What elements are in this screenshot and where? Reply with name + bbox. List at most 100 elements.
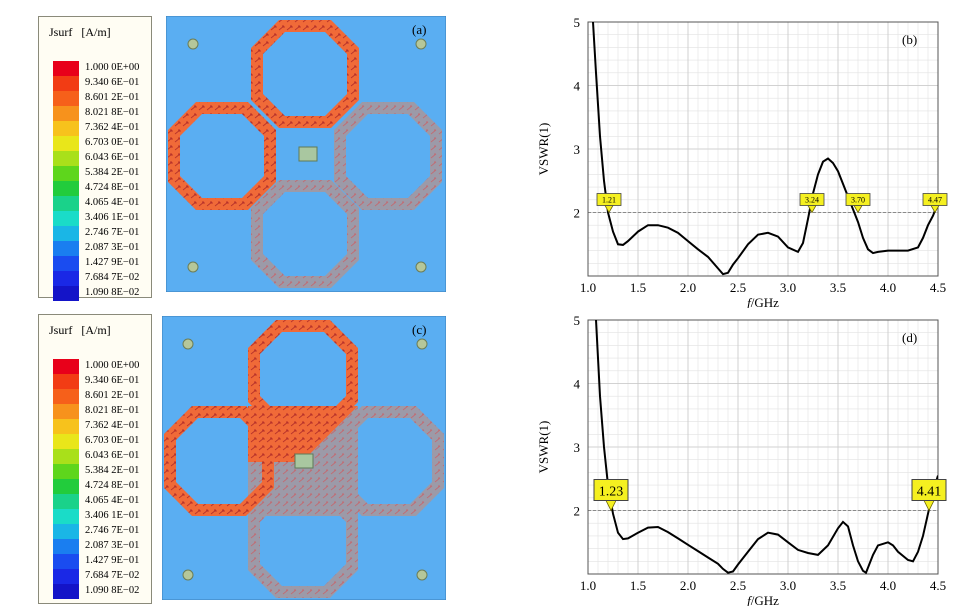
legend-swatch [53, 449, 79, 464]
y-axis-label: VSWR(1) [536, 123, 551, 176]
legend-value-label: 7.362 4E−01 [85, 122, 140, 133]
legend-swatch [53, 419, 79, 434]
legend-value-label: 7.362 4E−01 [85, 420, 140, 431]
legend-swatch [53, 211, 79, 226]
vswr-series-line [592, 22, 936, 276]
y-tick-label: 3 [574, 440, 581, 455]
marker-box [799, 193, 825, 206]
marker-label: 3.70 [851, 196, 865, 205]
x-tick-label: 3.0 [780, 578, 796, 593]
mounting-hole [187, 261, 199, 273]
x-axis-label-unit: /GHz [751, 295, 779, 308]
legend-swatch [53, 359, 79, 374]
legend-value-label: 1.427 9E−01 [85, 555, 140, 566]
legend-value-label: 2.746 7E−01 [85, 227, 140, 238]
x-tick-label: 3.5 [830, 578, 846, 593]
x-tick-label: 1.5 [630, 280, 646, 295]
x-tick-label: 2.5 [730, 578, 746, 593]
x-tick-label: 2.5 [730, 280, 746, 295]
y-tick-label: 5 [574, 15, 581, 30]
x-axis-label-unit: /GHz [751, 593, 779, 606]
x-axis-label: f/GHz [747, 295, 779, 308]
x-tick-label: 1.0 [580, 280, 596, 295]
legend-value-label: 1.090 8E−02 [85, 287, 140, 298]
legend-value-label: 3.406 1E−01 [85, 510, 140, 521]
legend-value-label: 9.340 6E−01 [85, 375, 140, 386]
legend-swatch [53, 121, 79, 136]
legend-swatch [53, 136, 79, 151]
marker-box [922, 193, 948, 206]
legend-swatch [53, 524, 79, 539]
panel-label: (d) [902, 330, 917, 345]
marker-box [911, 479, 947, 501]
legend-swatch [53, 404, 79, 419]
legend-value-label: 4.724 8E−01 [85, 480, 140, 491]
legend-swatch [53, 286, 79, 301]
legend-swatch [53, 226, 79, 241]
panel-label-a: (a) [412, 22, 426, 37]
legend-value-label: 3.406 1E−01 [85, 212, 140, 223]
mounting-hole [416, 569, 428, 581]
legend-swatch [53, 181, 79, 196]
marker-box [845, 193, 871, 206]
x-axis-label-symbol: f [747, 295, 753, 308]
y-tick-label: 3 [574, 142, 581, 157]
x-tick-label: 4.5 [930, 578, 946, 593]
marker-box [596, 193, 622, 206]
x-axis-label-symbol: f [747, 593, 753, 606]
legend-value-label: 2.087 3E−01 [85, 242, 140, 253]
axes-frame [587, 21, 939, 277]
x-tick-label: 2.0 [680, 280, 696, 295]
legend-swatch [53, 271, 79, 286]
feed-port [294, 453, 314, 469]
x-tick-label: 1.0 [580, 578, 596, 593]
legend-value-label: 7.684 7E−02 [85, 570, 140, 581]
vswr-chart-d: 1.0 1.5 2.0 2.5 3.0 3.5 4.0 4.5 2 3 4 5 VSWR(1) f/GHz… [536, 313, 947, 606]
legend-value-label: 4.065 4E−01 [85, 495, 140, 506]
legend-title: Jsurf [A/m] [49, 323, 111, 337]
legend-swatch [53, 196, 79, 211]
mounting-hole [416, 338, 428, 350]
legend-value-label: 9.340 6E−01 [85, 77, 140, 88]
color-scale-bar [53, 61, 79, 301]
current-legend-bottom: Jsurf [A/m] 1.000 0E+00 9.340 6E−01 8.601 … [38, 314, 152, 604]
legend-swatch [53, 584, 79, 599]
legend-value-label: 1.000 0E+00 [85, 360, 140, 371]
legend-swatch [53, 91, 79, 106]
legend-value-label: 6.703 0E−01 [85, 137, 140, 148]
legend-swatch [53, 509, 79, 524]
legend-swatch [53, 539, 79, 554]
marker-label: 4.41 [917, 485, 942, 500]
feed-port [298, 146, 318, 162]
legend-swatch [53, 554, 79, 569]
marker-box [593, 479, 629, 501]
x-axis-label: f/GHz [747, 593, 779, 606]
legend-swatch [53, 479, 79, 494]
current-legend-top: Jsurf [A/m] 1.000 0E+00 9.340 6E−01 8.601 … [38, 16, 152, 301]
legend-value-label: 5.384 2E−01 [85, 465, 140, 476]
x-tick-label: 4.0 [880, 578, 896, 593]
y-tick-label: 5 [574, 313, 581, 328]
marker-label: 3.24 [805, 196, 819, 205]
vswr-chart-b: 1.0 1.5 2.0 2.5 3.0 3.5 4.0 4.5 2 3 4 5 VSWR(1) f/GHz… [536, 15, 948, 308]
x-tick-label: 3.0 [780, 280, 796, 295]
panel-label: (b) [902, 32, 917, 47]
marker-label: 1.23 [599, 485, 624, 500]
legend-swatch [53, 241, 79, 256]
legend-swatch [53, 464, 79, 479]
legend-swatch [53, 374, 79, 389]
legend-value-label: 1.000 0E+00 [85, 62, 140, 73]
legend-swatch [53, 166, 79, 181]
legend-value-label: 6.043 6E−01 [85, 152, 140, 163]
y-tick-label: 4 [574, 377, 581, 392]
x-tick-label: 4.0 [880, 280, 896, 295]
y-tick-label: 4 [574, 79, 581, 94]
legend-swatch [53, 61, 79, 76]
legend-value-label: 4.065 4E−01 [85, 197, 140, 208]
y-tick-label: 2 [574, 206, 581, 221]
legend-value-label: 1.090 8E−02 [85, 585, 140, 596]
x-tick-label: 1.5 [630, 578, 646, 593]
mounting-hole [415, 38, 427, 50]
mounting-hole [182, 338, 194, 350]
legend-swatch [53, 389, 79, 404]
